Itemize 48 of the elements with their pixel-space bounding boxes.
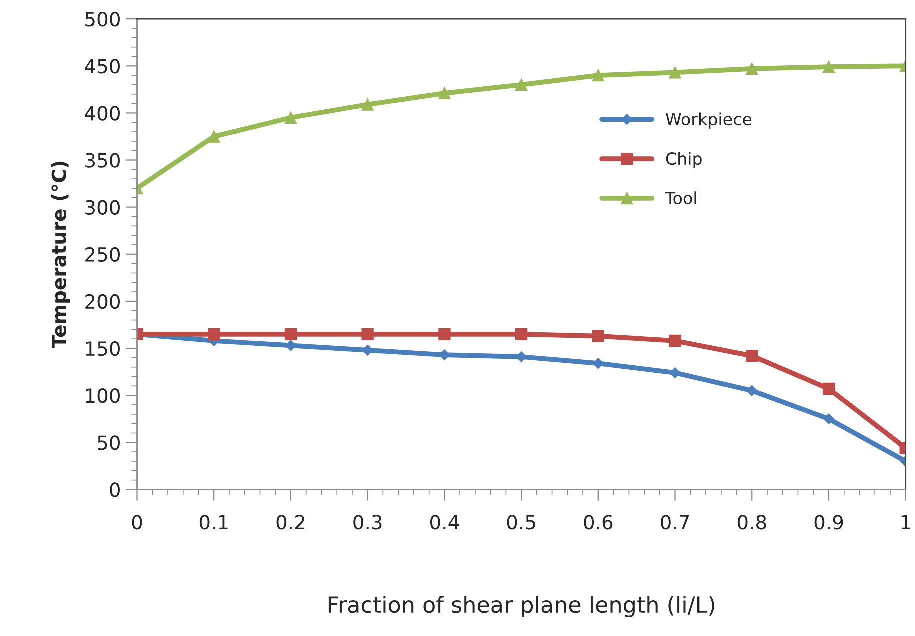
y-tick-label: 0	[110, 482, 120, 498]
x-tick-label: 0.9	[814, 515, 844, 530]
x-tick-label: 1	[902, 515, 910, 530]
y-tick-label: 50	[98, 436, 120, 450]
point	[670, 368, 681, 378]
point	[515, 78, 528, 92]
point	[438, 87, 451, 100]
x-tick-label: 0.5	[507, 515, 536, 530]
x-tick-label: 0.1	[200, 515, 228, 530]
y-tick-label: 450	[85, 59, 120, 74]
x-tick-label: 0.7	[661, 515, 690, 530]
point	[284, 112, 298, 124]
y-axis-title: Temperature (°C)	[51, 162, 70, 349]
point	[362, 328, 374, 340]
y-tick-label: 300	[86, 200, 120, 215]
point	[208, 130, 220, 143]
point	[746, 350, 758, 362]
point	[284, 328, 298, 340]
point	[669, 66, 682, 79]
point	[362, 98, 374, 111]
point	[669, 334, 682, 348]
x-tick-label: 0	[132, 515, 142, 530]
point	[438, 328, 451, 340]
y-tick-label: 350	[86, 153, 120, 168]
point	[592, 330, 604, 342]
y-tick-label: 200	[86, 294, 120, 310]
y-tick-label: 100	[86, 388, 120, 404]
x-tick-label: 0.3	[354, 515, 382, 530]
x-axis-title: Fraction of shear plane length (li/L)	[328, 596, 714, 618]
point	[822, 382, 836, 396]
point	[824, 414, 834, 425]
x-tick-label: 0.4	[430, 515, 460, 530]
y-tick-label: 400	[85, 106, 120, 121]
legend-label: Chip	[666, 152, 702, 168]
y-tick-label: 150	[86, 341, 120, 356]
x-tick-label: 0.8	[738, 515, 766, 530]
x-tick-label: 0.2	[276, 515, 304, 530]
point	[746, 62, 758, 76]
legend-label: Workpiece	[666, 112, 752, 129]
x-tick-label: 0.6	[584, 515, 613, 530]
legend-label: Tool	[665, 192, 696, 205]
y-tick-label: 500	[86, 12, 120, 27]
point	[208, 328, 220, 340]
point	[515, 328, 528, 340]
point	[822, 61, 836, 74]
y-tick-label: 250	[86, 247, 120, 262]
point	[592, 69, 604, 82]
point	[746, 385, 758, 396]
